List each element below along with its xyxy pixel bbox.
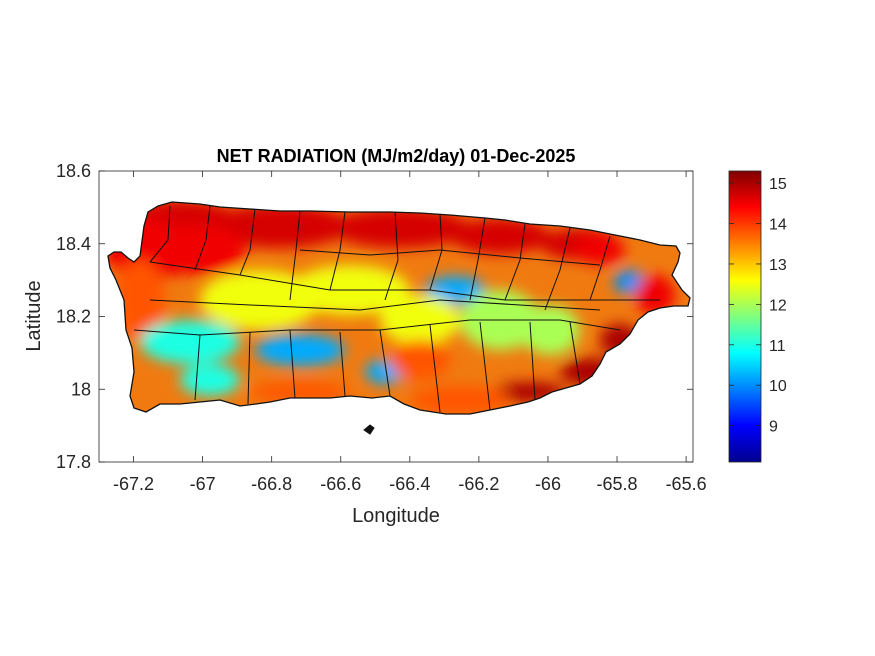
region-south-coast-1 — [250, 382, 350, 402]
municipality-border-16 — [339, 331, 346, 397]
x-tick-label: -65.6 — [666, 474, 707, 494]
municipality-border-15 — [289, 329, 296, 399]
x-axis: -67.2 -67 -66.8 -66.6 -66.4 -66.2 -66 -65.8 -65.… — [113, 171, 707, 494]
municipality-border-7 — [469, 217, 486, 301]
x-tick-label: -65.8 — [597, 474, 638, 494]
municipality-border-21 — [569, 321, 581, 385]
region-west-coast-0 — [115, 260, 165, 340]
y-tick-label: 17.8 — [56, 452, 91, 472]
municipality-border-13 — [194, 334, 201, 401]
municipality-border-9 — [544, 227, 571, 311]
colorbar-ticks: 9 10 11 12 13 14 15 — [729, 176, 787, 436]
municipality-border-4 — [329, 211, 346, 291]
y-tick-label: 18.6 — [56, 161, 91, 181]
region-central-cordillera-2 — [425, 276, 485, 304]
x-tick-label: -67 — [190, 474, 216, 494]
region-east-coast-1 — [575, 235, 625, 265]
colorbar-tick-label: 12 — [769, 297, 787, 314]
colorbar — [728, 170, 762, 463]
colorbar-tick-label: 14 — [769, 217, 787, 234]
colorbar-tick-label: 9 — [769, 419, 778, 436]
x-axis-label: Longitude — [352, 505, 440, 527]
chart-title: NET RADIATION (MJ/m2/day) 01-Dec-2025 — [217, 146, 576, 166]
x-tick-label: -66.6 — [320, 474, 361, 494]
colorbar-tick-label: 13 — [769, 257, 787, 274]
municipality-border-11 — [149, 261, 660, 301]
region-central-north-0 — [200, 270, 320, 330]
municipality-boundaries — [133, 205, 660, 413]
y-tick-label: 18 — [71, 379, 91, 399]
municipality-border-0 — [149, 205, 171, 263]
region-east-central-1 — [520, 305, 580, 355]
municipality-border-22 — [149, 299, 601, 311]
region-northwest-1 — [155, 225, 245, 275]
municipality-border-8 — [504, 223, 526, 301]
region-east-coast-0 — [635, 275, 675, 315]
x-tick-label: -66.8 — [251, 474, 292, 494]
colorbar-tick-label: 11 — [769, 338, 786, 355]
region-central-cordillera-0 — [255, 334, 345, 366]
region-north-coast-2 — [330, 208, 470, 248]
region-south-coast-0 — [410, 386, 510, 414]
municipality-border-19 — [479, 321, 491, 411]
municipality-border-1 — [194, 205, 211, 271]
municipality-border-17 — [379, 329, 391, 397]
municipality-border-14 — [247, 331, 251, 405]
y-axis-label: Latitude — [23, 280, 45, 351]
coastline — [107, 201, 691, 415]
region-central-north-2 — [380, 295, 460, 345]
municipality-border-2 — [239, 208, 256, 276]
municipality-border-20 — [529, 321, 536, 401]
municipality-border-18 — [429, 324, 441, 413]
x-tick-label: -66.2 — [458, 474, 499, 494]
colorbar-tick-label: 15 — [769, 176, 787, 193]
municipality-border-10 — [589, 235, 611, 301]
x-tick-label: -67.2 — [113, 474, 154, 494]
municipality-border-5 — [384, 211, 399, 301]
region-southwest-valley-1 — [180, 364, 240, 396]
heatmap-field — [108, 202, 690, 414]
municipality-border-23 — [299, 249, 601, 266]
x-tick-label: -66.4 — [389, 474, 430, 494]
caja-de-muertos-islet — [363, 424, 375, 435]
y-tick-label: 18.2 — [56, 307, 91, 327]
colorbar-tick-label: 10 — [769, 378, 787, 395]
region-north-coast-1 — [210, 204, 350, 248]
region-southwest-valley-0 — [140, 320, 240, 364]
y-axis: 17.8 18 18.2 18.4 18.6 — [56, 161, 693, 472]
x-tick-label: -66 — [535, 474, 561, 494]
y-tick-label: 18.4 — [56, 234, 91, 254]
